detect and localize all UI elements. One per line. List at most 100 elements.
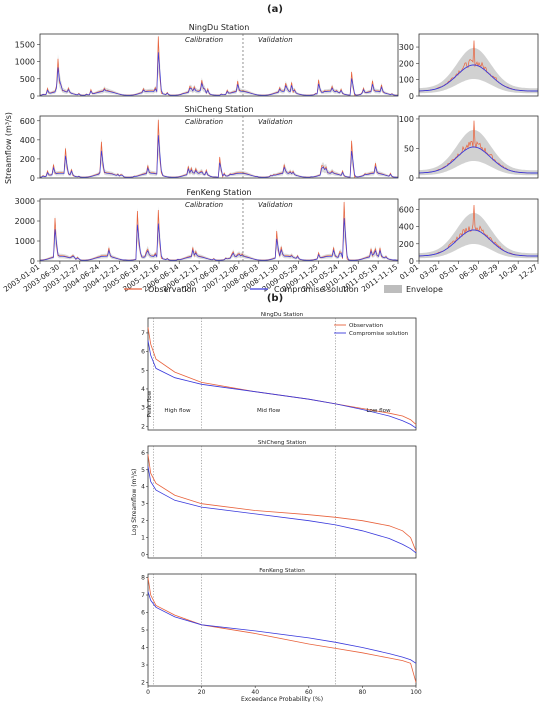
legend-label: Compromise solution xyxy=(274,285,359,294)
y-tick-label: 600 xyxy=(20,117,35,126)
fdc-panel-1: NingDu Station 2 3 4 5 6 7 Peak flow High flow Mi… xyxy=(141,312,417,431)
fdc-x-axis-label: Exceedance Probability (%) xyxy=(241,696,323,702)
compromise-solution-series xyxy=(39,218,399,261)
inset-x-date-label: 06-30 xyxy=(457,262,480,282)
fdc-y-tick-label: 7 xyxy=(141,592,145,599)
station-title: NingDu Station xyxy=(189,23,250,32)
calibration-label: Calibration xyxy=(185,201,223,209)
inset-frame xyxy=(418,115,539,179)
y-tick-label: 3000 xyxy=(15,197,35,206)
observation-series xyxy=(39,36,398,96)
observation-fdc xyxy=(147,577,417,683)
y-tick-label: 0 xyxy=(30,92,35,101)
inset-y-tick-label: 300 xyxy=(399,43,414,52)
inset-y-tick-label: 200 xyxy=(399,240,414,249)
fdc-y-tick-label: 2 xyxy=(141,518,145,525)
fdc-y-tick-label: 5 xyxy=(141,367,145,374)
region-label-peak: Peak flow xyxy=(147,390,153,417)
inset-x-date-label: 10-28 xyxy=(497,262,520,282)
inset-x-date-label: 05-01 xyxy=(438,262,460,281)
calibration-label: Calibration xyxy=(185,118,223,126)
fdc-legend-label: Compromise solution xyxy=(349,331,409,337)
y-tick-label: 200 xyxy=(20,155,35,164)
fdc-y-tick-label: 4 xyxy=(141,645,145,652)
inset-envelope-band xyxy=(419,48,538,94)
inset-x-date-label: 03-02 xyxy=(418,262,440,281)
fdc-panel-2: ShiCheng Station 0 1 2 3 4 5 6 Log Streamflow (m… xyxy=(131,440,417,559)
fdc-x-tick-label: 60 xyxy=(305,689,313,696)
observation-fdc xyxy=(147,454,417,552)
fdc-y-tick-label: 3 xyxy=(141,501,145,508)
fdc-y-tick-label: 7 xyxy=(141,330,145,337)
region-label-high: High flow xyxy=(164,408,191,414)
y-tick-label: 1000 xyxy=(15,237,35,246)
fdc-y-tick-label: 1 xyxy=(141,535,145,542)
fdc-y-tick-label: 2 xyxy=(141,680,145,687)
panel-b-flow-duration-curves: NingDu Station 2 3 4 5 6 7 Peak flow High flow Mi… xyxy=(131,312,422,702)
region-label-low: Low flow xyxy=(366,408,391,414)
fdc-x-tick-label: 80 xyxy=(359,689,367,696)
panel-b-label: (b) xyxy=(267,293,283,304)
region-label-mid: Mid flow xyxy=(257,408,281,414)
inset-frame xyxy=(418,33,539,97)
fdc-y-tick-label: 4 xyxy=(141,484,145,491)
fdc-x-tick-label: 20 xyxy=(198,689,206,696)
fdc-legend-label: Observation xyxy=(349,323,384,329)
plot-frame xyxy=(39,115,399,179)
validation-label: Validation xyxy=(258,118,293,126)
inset-compromise-solution-series xyxy=(419,229,538,257)
y-tick-label: 1000 xyxy=(15,58,35,67)
y-tick-label: 1500 xyxy=(15,40,35,49)
legend-label: Observation xyxy=(148,285,197,294)
inset-y-tick-label: 0 xyxy=(409,257,414,266)
validation-label: Validation xyxy=(258,201,293,209)
y-tick-label: 500 xyxy=(20,75,35,84)
inset-y-tick-label: 100 xyxy=(399,115,414,124)
station-title: FenKeng Station xyxy=(186,188,251,197)
inset-compromise-solution-series xyxy=(419,146,538,174)
inset-y-tick-label: 400 xyxy=(399,223,414,232)
calibration-label: Calibration xyxy=(185,36,223,44)
fdc-y-tick-label: 5 xyxy=(141,627,145,634)
fdc-x-tick-label: 100 xyxy=(410,689,422,696)
y-tick-label: 0 xyxy=(30,257,35,266)
compromise-solution-fdc xyxy=(147,340,417,429)
y-axis-label: Streamflow (m³/s) xyxy=(4,112,13,184)
station-1-panel: NingDu Station Calibration Validation 0 500 1… xyxy=(15,23,539,101)
station-title: ShiCheng Station xyxy=(184,105,253,114)
inset-x-date-label: 08-29 xyxy=(477,262,500,282)
compromise-solution-series xyxy=(39,52,398,96)
compromise-solution-series xyxy=(39,135,398,178)
legend-swatch-envelope xyxy=(384,285,402,293)
y-tick-label: 0 xyxy=(30,174,35,183)
inset-y-tick-label: 50 xyxy=(404,144,414,153)
fdc-frame xyxy=(147,317,417,431)
fdc-y-axis-label: Log Streamflow (m³/s) xyxy=(131,469,138,536)
y-tick-label: 400 xyxy=(20,136,35,145)
fdc-frame xyxy=(147,573,417,687)
legend-label: Envelope xyxy=(406,285,443,294)
panel-a-legend: Observation Compromise solution Envelope xyxy=(124,285,443,294)
fdc-y-tick-label: 4 xyxy=(141,386,145,393)
inset-envelope-band xyxy=(419,130,538,176)
fdc-y-tick-label: 6 xyxy=(141,610,145,617)
validation-label: Validation xyxy=(258,36,293,44)
inset-y-tick-label: 100 xyxy=(399,76,414,85)
panel-a-label: (a) xyxy=(267,4,283,15)
inset-y-tick-label: 600 xyxy=(399,205,414,214)
fdc-x-tick-label: 40 xyxy=(251,689,259,696)
fdc-title: NingDu Station xyxy=(261,312,304,318)
fdc-y-tick-label: 8 xyxy=(141,575,145,582)
fdc-y-tick-label: 6 xyxy=(141,450,145,457)
fdc-x-tick-label: 0 xyxy=(146,689,150,696)
fdc-y-tick-label: 3 xyxy=(141,405,145,412)
inset-compromise-solution-series xyxy=(419,64,538,92)
y-tick-label: 2000 xyxy=(15,217,35,226)
inset-y-tick-label: 0 xyxy=(409,92,414,101)
station-2-panel: ShiCheng Station Calibration Validation 0 20… xyxy=(20,105,539,183)
fdc-y-tick-label: 2 xyxy=(141,423,145,430)
fdc-y-tick-label: 6 xyxy=(141,349,145,356)
